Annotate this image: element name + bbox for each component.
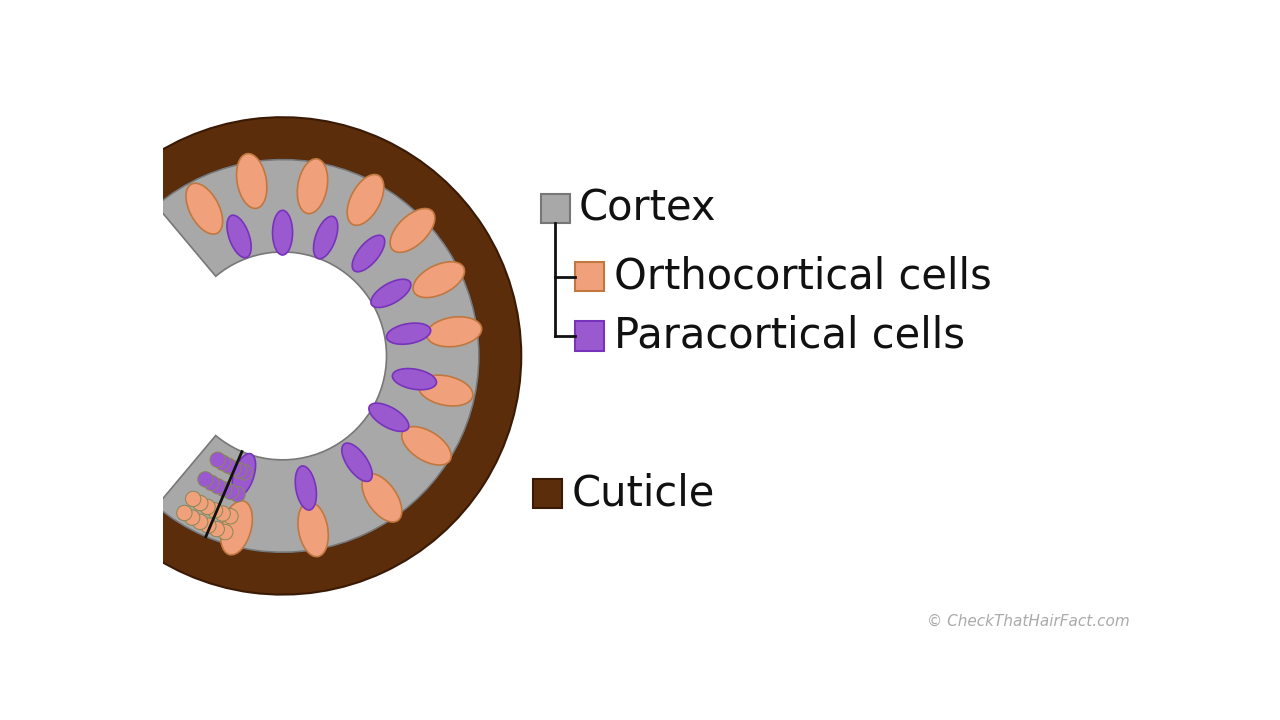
Ellipse shape: [352, 235, 385, 272]
Circle shape: [210, 452, 225, 467]
Circle shape: [204, 475, 219, 490]
Circle shape: [177, 505, 192, 521]
Wedge shape: [129, 117, 521, 595]
Ellipse shape: [426, 317, 481, 347]
Ellipse shape: [298, 502, 328, 557]
Ellipse shape: [296, 466, 316, 510]
Ellipse shape: [393, 369, 436, 390]
Ellipse shape: [220, 500, 252, 555]
Ellipse shape: [369, 403, 408, 431]
Circle shape: [218, 524, 233, 540]
Circle shape: [209, 521, 224, 537]
Ellipse shape: [227, 215, 251, 258]
Circle shape: [210, 479, 225, 494]
Circle shape: [184, 510, 200, 526]
Circle shape: [237, 464, 252, 480]
FancyBboxPatch shape: [532, 479, 562, 508]
Circle shape: [192, 495, 207, 510]
Ellipse shape: [342, 443, 372, 482]
Ellipse shape: [237, 153, 268, 209]
Circle shape: [201, 518, 216, 534]
FancyBboxPatch shape: [540, 194, 570, 223]
Text: © CheckThatHairFact.com: © CheckThatHairFact.com: [927, 614, 1129, 629]
Circle shape: [215, 455, 230, 470]
Circle shape: [232, 463, 247, 478]
Circle shape: [223, 508, 238, 524]
Circle shape: [215, 506, 230, 521]
Circle shape: [220, 458, 236, 473]
Ellipse shape: [297, 159, 328, 214]
Ellipse shape: [273, 210, 293, 255]
Text: Cuticle: Cuticle: [571, 473, 714, 515]
Ellipse shape: [387, 323, 430, 344]
Ellipse shape: [413, 262, 465, 297]
Ellipse shape: [362, 474, 402, 522]
Ellipse shape: [419, 375, 472, 406]
Ellipse shape: [232, 454, 256, 497]
Ellipse shape: [390, 209, 435, 253]
Ellipse shape: [314, 216, 338, 258]
Circle shape: [192, 514, 207, 529]
Circle shape: [216, 482, 232, 497]
FancyBboxPatch shape: [575, 321, 604, 351]
Text: Paracortical cells: Paracortical cells: [613, 315, 965, 357]
Ellipse shape: [186, 184, 223, 234]
Circle shape: [197, 472, 214, 487]
Wedge shape: [156, 160, 479, 552]
Text: Cortex: Cortex: [579, 188, 717, 230]
Ellipse shape: [402, 426, 452, 465]
Text: Orthocortical cells: Orthocortical cells: [613, 256, 992, 297]
Circle shape: [186, 491, 201, 507]
Ellipse shape: [371, 279, 411, 307]
Circle shape: [200, 499, 215, 515]
Circle shape: [223, 485, 238, 500]
FancyBboxPatch shape: [575, 262, 604, 291]
Circle shape: [225, 460, 241, 476]
Circle shape: [230, 487, 246, 502]
Circle shape: [207, 503, 223, 518]
Ellipse shape: [347, 174, 384, 225]
